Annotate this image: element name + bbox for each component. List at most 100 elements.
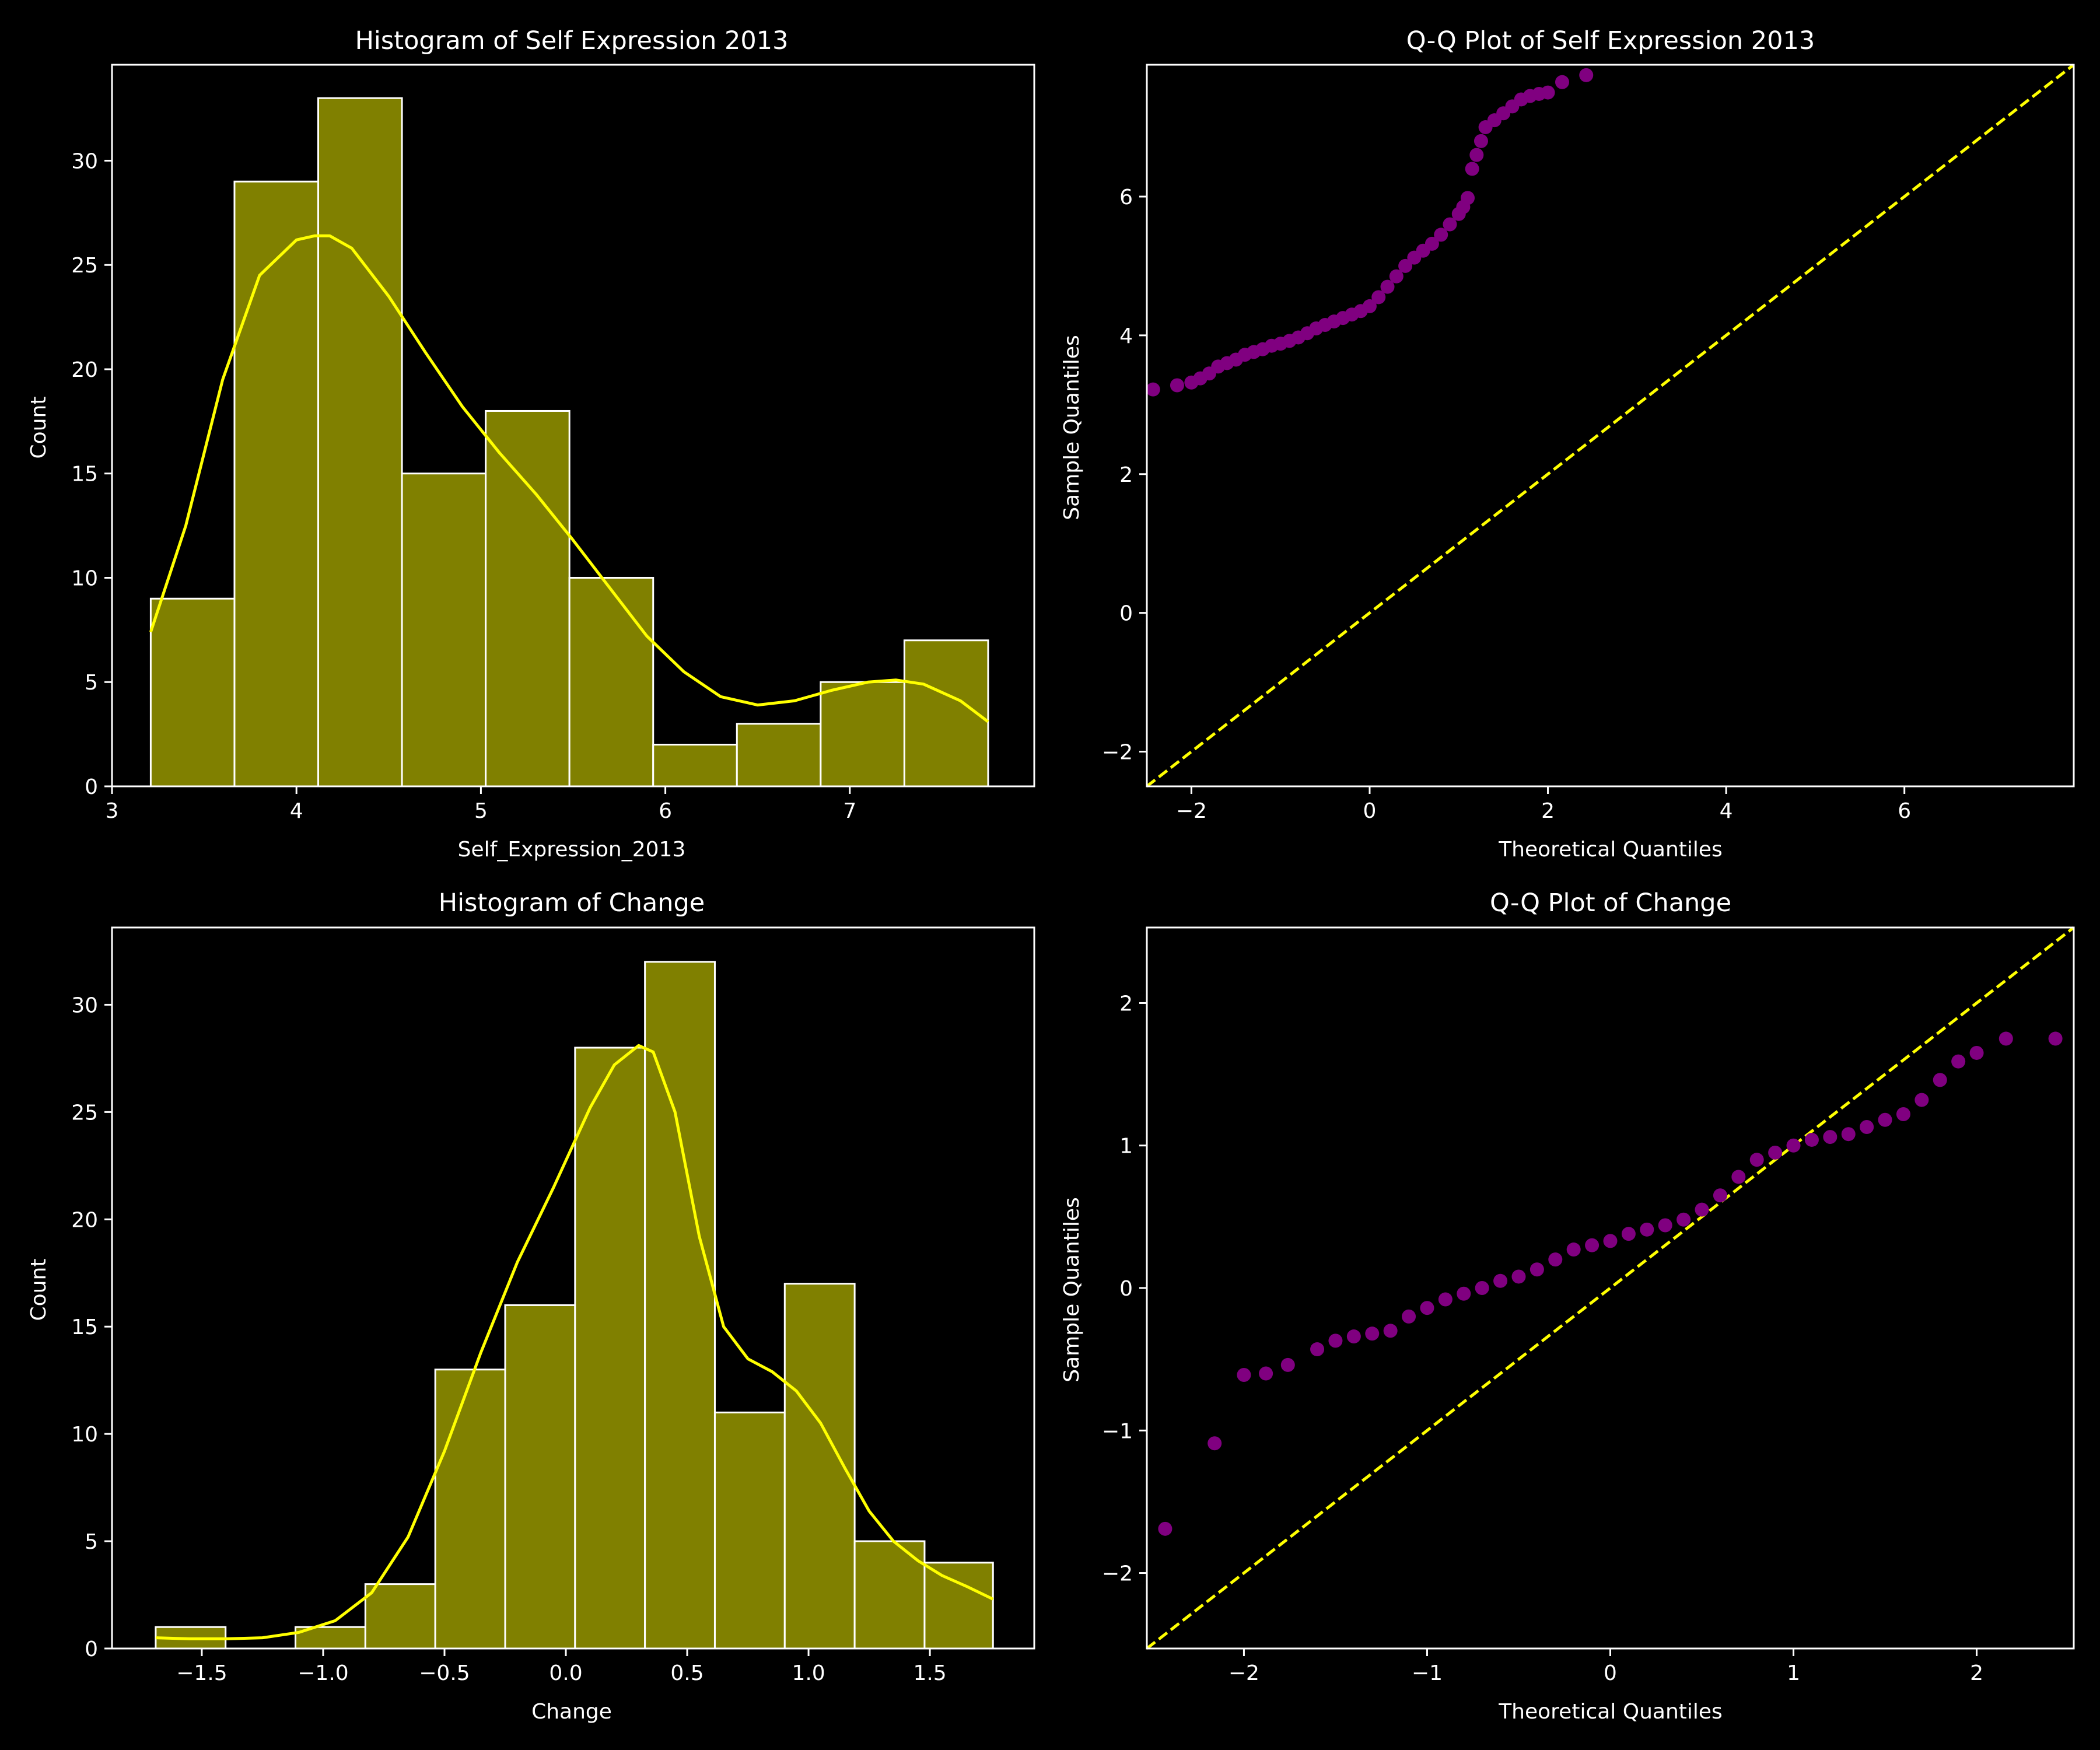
- x-tick-label: −2: [1176, 799, 1207, 823]
- qq-point: [1658, 1218, 1672, 1233]
- y-tick-label: 15: [71, 1315, 98, 1339]
- qq-point: [1603, 1234, 1618, 1248]
- qq-point: [1555, 75, 1569, 89]
- qq-point: [1328, 1334, 1343, 1348]
- histogram-bar: [644, 961, 716, 1650]
- y-tick-label: 2: [1119, 992, 1133, 1016]
- x-tick-label: 2: [1541, 799, 1555, 823]
- qq-point: [1208, 1436, 1222, 1451]
- qq-point: [1389, 269, 1404, 284]
- histogram-bar: [485, 410, 570, 788]
- qq-point: [1469, 148, 1484, 162]
- qq-point: [1420, 1301, 1434, 1315]
- hist-self-expression-xlabel: Self_Expression_2013: [458, 838, 686, 862]
- qq-point: [1768, 1145, 1783, 1160]
- qq-change-panel: Q-Q Plot of Change Theoretical Quantiles…: [1060, 888, 2075, 1724]
- qq-point: [1237, 1368, 1251, 1382]
- qq-point: [1371, 290, 1386, 304]
- qq-point: [1158, 1521, 1172, 1536]
- qq-self-expression-plot: −2 0 2 4 6 −2 0 2 4 6: [1102, 64, 2075, 823]
- qq-point: [1823, 1130, 1838, 1144]
- qq-point: [1566, 1242, 1581, 1257]
- y-tick-label: 15: [71, 463, 98, 487]
- y-tick-label: −2: [1102, 741, 1133, 765]
- histogram-bar: [652, 743, 738, 788]
- axes-frame: [111, 64, 1035, 788]
- y-tick-label: 5: [85, 671, 98, 695]
- qq-point: [1424, 236, 1439, 251]
- histogram-bar: [434, 1368, 506, 1650]
- x-tick-label: 5: [474, 799, 488, 823]
- y-tick-label: 6: [1119, 186, 1133, 209]
- x-tick-label: −1.0: [298, 1661, 348, 1685]
- x-tick-label: −1.5: [176, 1661, 227, 1685]
- histogram-bar: [568, 576, 654, 788]
- qq-point: [1749, 1153, 1764, 1167]
- x-tick-label: −2: [1228, 1661, 1259, 1685]
- qq-point: [1443, 217, 1457, 232]
- x-tick-label: 0.0: [549, 1661, 582, 1685]
- qq-point: [1474, 134, 1488, 148]
- qq-point: [1346, 1329, 1361, 1344]
- hist-change-xlabel: Change: [531, 1700, 612, 1724]
- histogram-bar: [820, 681, 905, 788]
- qq-point: [2048, 1031, 2063, 1046]
- qq-point: [1465, 162, 1479, 176]
- x-tick-label: 1.0: [792, 1661, 825, 1685]
- qq-point: [1402, 1309, 1416, 1324]
- axes-frame: [111, 926, 1035, 1650]
- qq-change-plot: −2 −1 0 1 2 −2 −1 0 1 2: [1102, 926, 2075, 1685]
- histogram-bar: [149, 597, 236, 788]
- qq-self-expression-title: Q-Q Plot of Self Expression 2013: [1406, 26, 1815, 55]
- qq-point: [1310, 1342, 1325, 1357]
- qq-change-ylabel: Sample Quantiles: [1060, 1197, 1084, 1382]
- qq-point: [1676, 1212, 1691, 1227]
- qq-point: [1461, 191, 1475, 205]
- y-tick-label: 1: [1119, 1135, 1133, 1158]
- qq-point: [1380, 279, 1395, 294]
- x-tick-label: 6: [659, 799, 672, 823]
- qq-point: [1511, 1269, 1526, 1284]
- qq-point: [1713, 1188, 1727, 1203]
- x-tick-label: 4: [1720, 799, 1733, 823]
- kde-curve: [149, 234, 989, 723]
- y-tick-label: 2: [1119, 463, 1133, 487]
- y-tick-label: 0: [85, 775, 98, 799]
- y-tick-label: 0: [1119, 602, 1133, 626]
- x-tick-label: 2: [1970, 1661, 1983, 1685]
- hist-change-title: Histogram of Change: [439, 888, 705, 918]
- y-tick-label: 0: [85, 1637, 98, 1661]
- x-tick-label: 7: [843, 799, 856, 823]
- qq-change-xlabel: Theoretical Quantiles: [1498, 1700, 1723, 1724]
- qq-change-title: Q-Q Plot of Change: [1490, 888, 1731, 918]
- qq-point: [1493, 1273, 1508, 1288]
- qq-point: [1896, 1107, 1910, 1121]
- y-tick-label: 30: [71, 149, 98, 173]
- hist-change-panel: Histogram of Change Change Count −1.5 −1.…: [27, 888, 1035, 1724]
- y-tick-label: 20: [71, 358, 98, 382]
- x-tick-label: −0.5: [419, 1661, 470, 1685]
- qq-point: [1475, 1281, 1489, 1295]
- y-tick-label: 5: [85, 1530, 98, 1554]
- histogram-bar: [923, 1562, 994, 1650]
- y-tick-label: 30: [71, 993, 98, 1017]
- x-tick-label: 1: [1787, 1661, 1800, 1685]
- qq-point: [1457, 1286, 1471, 1301]
- qq-point: [1170, 378, 1184, 393]
- y-tick-label: −1: [1102, 1419, 1133, 1443]
- qq-point: [1530, 1262, 1544, 1277]
- qq-point: [1146, 382, 1160, 397]
- qq-point: [1541, 85, 1555, 100]
- qq-point: [1695, 1202, 1709, 1217]
- qq-point: [1362, 299, 1377, 313]
- qq-self-expression-xlabel: Theoretical Quantiles: [1498, 838, 1723, 862]
- x-tick-label: 1.5: [913, 1661, 946, 1685]
- reference-line: [1146, 64, 2075, 788]
- histogram-bar: [233, 180, 320, 788]
- qq-point: [1434, 228, 1448, 242]
- y-tick-label: 0: [1119, 1277, 1133, 1301]
- histogram-bar: [736, 723, 822, 788]
- y-tick-label: 4: [1119, 324, 1133, 348]
- qq-point: [1621, 1227, 1636, 1241]
- qq-point: [1804, 1132, 1819, 1147]
